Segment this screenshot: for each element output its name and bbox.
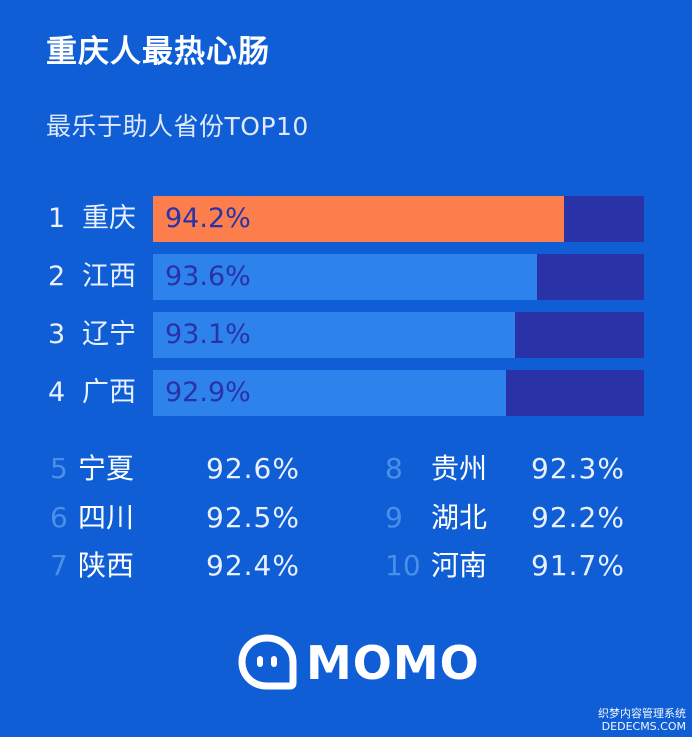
bar-track: 94.2% [153,196,644,242]
list-category-label: 四川 [78,501,135,534]
page-subtitle: 最乐于助人省份TOP10 [46,112,309,141]
list-item: 6 四川 92.5% [50,498,300,538]
bar-rank: 4 [48,377,66,408]
bar-row: 1 重庆 94.2% [0,196,692,242]
list-value-label: 92.4% [206,549,300,582]
list-category-label: 陕西 [78,549,135,582]
bar-rank: 2 [48,261,66,292]
list-value-label: 92.5% [206,501,300,534]
list-value-label: 92.3% [531,452,625,485]
list-value-label: 91.7% [531,549,625,582]
list-item: 5 宁夏 92.6% [50,449,300,489]
page-title: 重庆人最热心肠 [46,34,270,70]
bar-value-label: 93.1% [165,319,251,350]
list-category-label: 河南 [431,549,488,582]
bar: 93.1% [153,312,515,358]
list-rank: 6 [50,501,68,534]
bar: 92.9% [153,370,506,416]
bar-value-label: 94.2% [165,203,251,234]
bar-category-label: 广西 [82,377,136,408]
list-rank: 5 [50,452,68,485]
bar-track: 93.1% [153,312,644,358]
bar: 94.2% [153,196,564,242]
list-item: 8 贵州 92.3% [385,449,635,489]
watermark-line1: 织梦内容管理系统 [598,707,686,720]
momo-chat-bubble-icon [238,634,297,690]
list-category-label: 宁夏 [78,452,135,485]
bar: 93.6% [153,254,537,300]
bar-category-label: 重庆 [82,203,136,234]
bar-rank: 1 [48,203,66,234]
bar-row: 2 江西 93.6% [0,254,692,300]
list-value-label: 92.6% [206,452,300,485]
list-rank: 9 [385,501,403,534]
momo-logo: MOMO [238,634,479,692]
list-rank: 10 [385,549,421,582]
bar-category-label: 辽宁 [82,319,136,350]
list-item: 10 河南 91.7% [385,546,635,586]
bar-track: 93.6% [153,254,644,300]
list-item: 7 陕西 92.4% [50,546,300,586]
bar-value-label: 93.6% [165,261,251,292]
bar-track: 92.9% [153,370,644,416]
list-item: 9 湖北 92.2% [385,498,635,538]
bar-row: 3 辽宁 93.1% [0,312,692,358]
watermark: 织梦内容管理系统 DEDECMS.COM [598,707,686,733]
list-rank: 7 [50,549,68,582]
list-category-label: 湖北 [431,501,488,534]
bar-rank: 3 [48,319,66,350]
list-value-label: 92.2% [531,501,625,534]
bar-row: 4 广西 92.9% [0,370,692,416]
bar-value-label: 92.9% [165,377,251,408]
momo-logo-text: MOMO [306,636,480,690]
watermark-line2: DEDECMS.COM [601,720,686,733]
list-category-label: 贵州 [431,452,488,485]
bar-category-label: 江西 [82,261,136,292]
list-rank: 8 [385,452,403,485]
